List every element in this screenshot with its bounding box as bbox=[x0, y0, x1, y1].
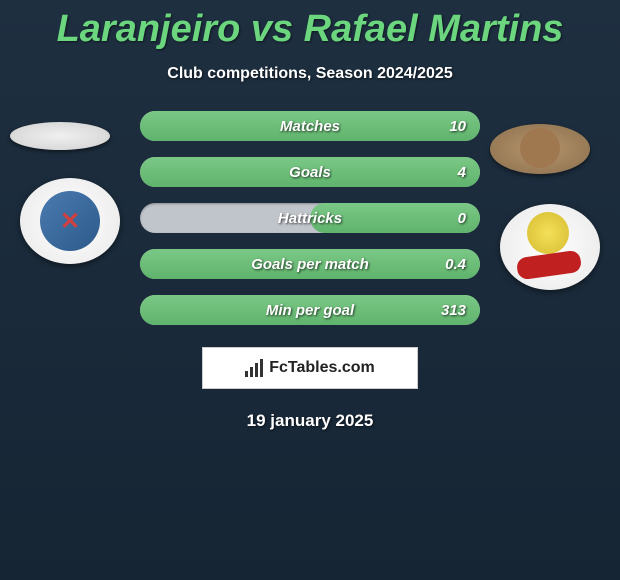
stat-row-min-per-goal: Min per goal 313 bbox=[140, 295, 480, 325]
club-right-badge bbox=[500, 204, 600, 290]
stat-row-goals-per-match: Goals per match 0.4 bbox=[140, 249, 480, 279]
player-right-avatar bbox=[490, 124, 590, 174]
stat-label: Goals bbox=[289, 164, 331, 181]
stat-right-value: 4 bbox=[458, 164, 466, 181]
subtitle: Club competitions, Season 2024/2025 bbox=[0, 65, 620, 83]
stat-row-matches: Matches 10 bbox=[140, 111, 480, 141]
stat-row-hattricks: Hattricks 0 bbox=[140, 203, 480, 233]
stat-label: Hattricks bbox=[278, 210, 342, 227]
stat-right-value: 0.4 bbox=[445, 256, 466, 273]
stat-label: Matches bbox=[280, 118, 340, 135]
date-text: 19 january 2025 bbox=[0, 411, 620, 431]
footer-logo[interactable]: FcTables.com bbox=[202, 347, 418, 389]
stat-right-value: 10 bbox=[449, 118, 466, 135]
stat-row-goals: Goals 4 bbox=[140, 157, 480, 187]
stat-label: Min per goal bbox=[266, 302, 354, 319]
chart-icon bbox=[245, 359, 263, 377]
stat-right-value: 0 bbox=[458, 210, 466, 227]
stat-right-value: 313 bbox=[441, 302, 466, 319]
page-title: Laranjeiro vs Rafael Martins bbox=[0, 0, 620, 51]
stat-label: Goals per match bbox=[251, 256, 369, 273]
footer-logo-text: FcTables.com bbox=[269, 359, 375, 377]
player-left-avatar bbox=[10, 122, 110, 150]
club-left-badge bbox=[20, 178, 120, 264]
